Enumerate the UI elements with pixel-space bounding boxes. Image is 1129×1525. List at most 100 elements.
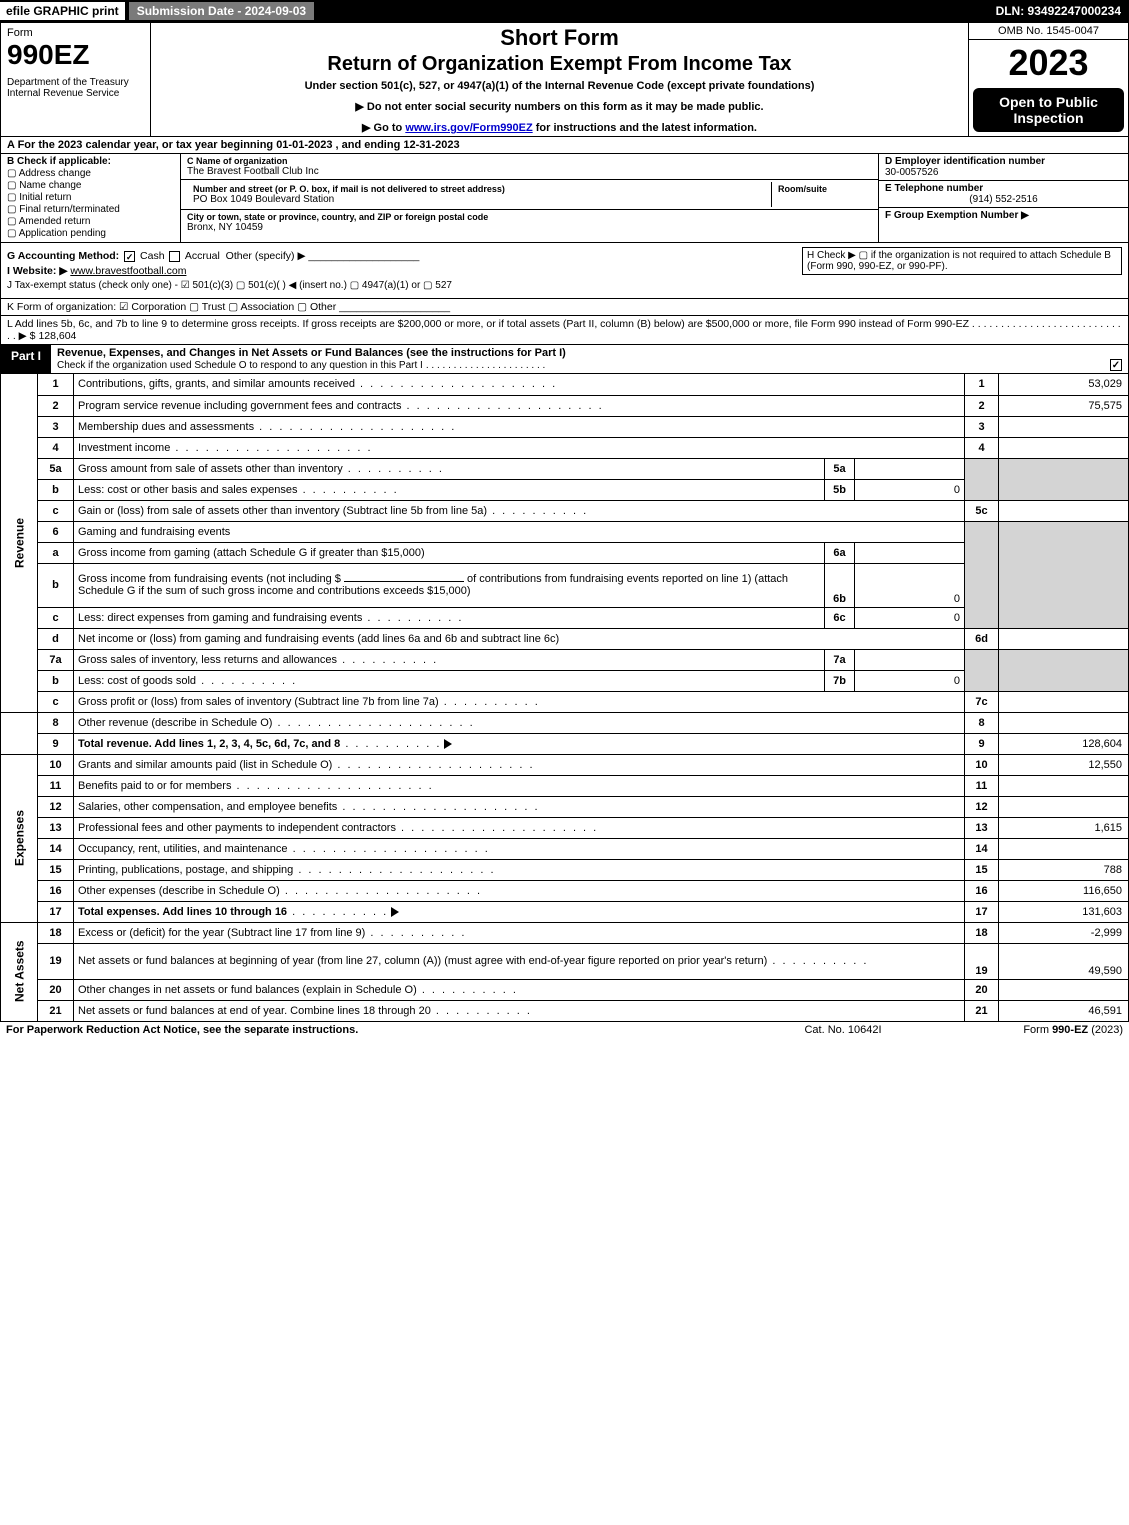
part1-schedule-o-check[interactable]: ✓ <box>1110 359 1122 371</box>
l5a-num: 5a <box>38 458 74 479</box>
l6a-ival <box>855 542 965 563</box>
l11-val <box>999 775 1129 796</box>
l12-box: 12 <box>965 796 999 817</box>
g-accrual: Accrual <box>185 250 220 262</box>
l9-box: 9 <box>965 733 999 754</box>
footer-form-pre: Form <box>1023 1024 1052 1036</box>
i-val[interactable]: www.bravestfootball.com <box>70 265 186 277</box>
l16-desc: Other expenses (describe in Schedule O) <box>74 880 965 901</box>
l11-box: 11 <box>965 775 999 796</box>
part1-table: Revenue 1 Contributions, gifts, grants, … <box>0 374 1129 1022</box>
c-name-row: C Name of organization The Bravest Footb… <box>181 154 878 180</box>
l3-num: 3 <box>38 416 74 437</box>
l6-greybox <box>965 521 999 628</box>
l18-desc: Excess or (deficit) for the year (Subtra… <box>74 922 965 943</box>
l11-num: 11 <box>38 775 74 796</box>
l6-num: 6 <box>38 521 74 542</box>
c-city-val: Bronx, NY 10459 <box>187 222 872 233</box>
lbl-name-change: Name change <box>19 180 81 191</box>
l3-box: 3 <box>965 416 999 437</box>
l20-val <box>999 979 1129 1000</box>
d-lbl: D Employer identification number <box>885 156 1122 167</box>
b-header: B Check if applicable: <box>7 156 174 167</box>
l7b-num: b <box>38 670 74 691</box>
l10-val: 12,550 <box>999 754 1129 775</box>
row-a-tax-year: A For the 2023 calendar year, or tax yea… <box>0 137 1129 154</box>
f-group-exemption: F Group Exemption Number ▶ <box>879 208 1128 223</box>
l13-num: 13 <box>38 817 74 838</box>
l14-num: 14 <box>38 838 74 859</box>
l8-box: 8 <box>965 712 999 733</box>
chk-address-change[interactable]: ▢ Address change <box>7 168 174 179</box>
l6b-desc: Gross income from fundraising events (no… <box>74 563 825 607</box>
l8-num: 8 <box>38 712 74 733</box>
ssn-warning: ▶ Do not enter social security numbers o… <box>157 100 962 113</box>
c-room-cell: Room/suite <box>772 182 872 207</box>
l6a-ibox: 6a <box>825 542 855 563</box>
chk-name-change[interactable]: ▢ Name change <box>7 180 174 191</box>
l2-val: 75,575 <box>999 395 1129 416</box>
l6b-num: b <box>38 563 74 607</box>
l7ab-greybox <box>965 649 999 691</box>
lbl-application-pending: Application pending <box>19 228 106 239</box>
irs-link[interactable]: www.irs.gov/Form990EZ <box>405 122 532 134</box>
l5b-num: b <box>38 479 74 500</box>
c-addr-val: PO Box 1049 Boulevard Station <box>193 194 765 205</box>
l6c-ival: 0 <box>855 607 965 628</box>
efile-print-label[interactable]: efile GRAPHIC print <box>0 2 125 20</box>
top-bar: efile GRAPHIC print Submission Date - 20… <box>0 0 1129 22</box>
section-ghij: H Check ▶ ▢ if the organization is not r… <box>0 243 1129 299</box>
header-right: OMB No. 1545-0047 2023 Open to Public In… <box>968 23 1128 136</box>
form-word: Form <box>7 27 144 39</box>
chk-final-return[interactable]: ▢ Final return/terminated <box>7 204 174 215</box>
chk-amended-return[interactable]: ▢ Amended return <box>7 216 174 227</box>
col-c-org-info: C Name of organization The Bravest Footb… <box>181 154 878 242</box>
l3-desc: Membership dues and assessments <box>74 416 965 437</box>
part1-sub: Check if the organization used Schedule … <box>57 360 423 371</box>
l7a-ibox: 7a <box>825 649 855 670</box>
l19-desc: Net assets or fund balances at beginning… <box>74 943 965 979</box>
l4-num: 4 <box>38 437 74 458</box>
l15-val: 788 <box>999 859 1129 880</box>
e-val: (914) 552-2516 <box>885 194 1122 205</box>
footer-form-post: (2023) <box>1088 1024 1123 1036</box>
arrow-icon <box>444 739 452 749</box>
header-mid: Short Form Return of Organization Exempt… <box>151 23 968 136</box>
footer-right: Form 990-EZ (2023) <box>943 1024 1123 1036</box>
l5c-val <box>999 500 1129 521</box>
l5b-ibox: 5b <box>825 479 855 500</box>
l19-val: 49,590 <box>999 943 1129 979</box>
l4-val <box>999 437 1129 458</box>
l10-num: 10 <box>38 754 74 775</box>
l2-desc: Program service revenue including govern… <box>74 395 965 416</box>
chk-accrual[interactable] <box>169 251 180 262</box>
return-title: Return of Organization Exempt From Incom… <box>157 53 962 76</box>
l5a-ibox: 5a <box>825 458 855 479</box>
l7ab-greyval <box>999 649 1129 691</box>
f-lbl: F Group Exemption Number ▶ <box>885 210 1029 221</box>
l5c-desc: Gain or (loss) from sale of assets other… <box>74 500 965 521</box>
footer-cat: Cat. No. 10642I <box>743 1024 943 1036</box>
c-name-lbl: C Name of organization <box>187 156 872 166</box>
chk-cash[interactable]: ✓ <box>124 251 135 262</box>
l21-desc: Net assets or fund balances at end of ye… <box>74 1000 965 1021</box>
l6c-ibox: 6c <box>825 607 855 628</box>
l17-num: 17 <box>38 901 74 922</box>
l9-val: 128,604 <box>999 733 1129 754</box>
d-val: 30-0057526 <box>885 167 1122 178</box>
e-phone: E Telephone number (914) 552-2516 <box>879 181 1128 208</box>
l3-val <box>999 416 1129 437</box>
l14-desc: Occupancy, rent, utilities, and maintena… <box>74 838 965 859</box>
chk-application-pending[interactable]: ▢ Application pending <box>7 228 174 239</box>
l5b-desc: Less: cost or other basis and sales expe… <box>74 479 825 500</box>
l1-val: 53,029 <box>999 374 1129 395</box>
l11-desc: Benefits paid to or for members <box>74 775 965 796</box>
chk-initial-return[interactable]: ▢ Initial return <box>7 192 174 203</box>
part1-desc: Revenue, Expenses, and Changes in Net As… <box>51 345 1128 373</box>
c-name-val: The Bravest Football Club Inc <box>187 166 872 177</box>
g-lbl: G Accounting Method: <box>7 250 119 262</box>
l-text: L Add lines 5b, 6c, and 7b to line 9 to … <box>7 318 1121 342</box>
short-form-title: Short Form <box>157 25 962 51</box>
l6d-num: d <box>38 628 74 649</box>
part1-title: Revenue, Expenses, and Changes in Net As… <box>57 347 566 359</box>
